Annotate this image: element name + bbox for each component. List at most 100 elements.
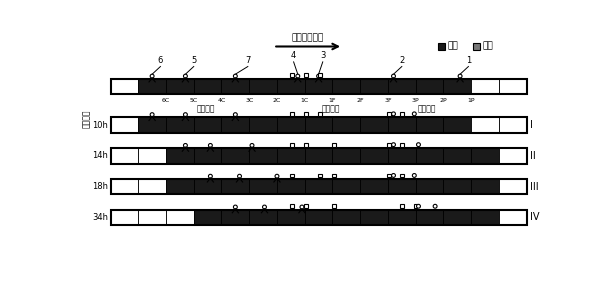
Bar	[332, 204, 336, 208]
Bar	[443, 79, 471, 94]
Bar	[304, 143, 308, 147]
Text: 5C: 5C	[189, 98, 198, 103]
Bar	[471, 179, 499, 194]
Bar	[111, 79, 139, 94]
Bar	[400, 204, 404, 208]
Text: I: I	[530, 120, 532, 130]
Bar	[221, 210, 249, 225]
Bar	[304, 112, 308, 116]
Bar	[249, 79, 277, 94]
Circle shape	[209, 174, 212, 178]
Bar	[277, 179, 305, 194]
Bar	[139, 117, 166, 133]
Text: 10h: 10h	[93, 120, 108, 130]
Text: IV: IV	[530, 212, 539, 223]
Text: 火焰移动方向: 火焰移动方向	[292, 33, 324, 42]
Bar	[249, 179, 277, 194]
Text: 1: 1	[466, 56, 471, 65]
Circle shape	[250, 143, 254, 147]
Text: 3C: 3C	[245, 98, 253, 103]
Bar	[166, 148, 194, 164]
Bar	[400, 174, 404, 178]
Bar	[387, 143, 391, 147]
Bar	[388, 117, 416, 133]
Bar	[277, 148, 305, 164]
Bar	[443, 117, 471, 133]
Circle shape	[413, 112, 416, 116]
Bar	[499, 79, 527, 94]
Text: 2P: 2P	[440, 98, 447, 103]
Circle shape	[263, 205, 266, 209]
Bar	[277, 79, 305, 94]
Bar	[318, 74, 322, 77]
Bar	[473, 43, 480, 50]
Circle shape	[209, 143, 212, 147]
Bar	[360, 210, 388, 225]
Bar	[221, 179, 249, 194]
Bar	[304, 74, 308, 77]
Bar	[471, 117, 499, 133]
Bar	[416, 148, 443, 164]
Bar	[471, 148, 499, 164]
Text: 6C: 6C	[162, 98, 170, 103]
Bar	[194, 210, 221, 225]
Bar	[400, 143, 404, 147]
Bar	[249, 210, 277, 225]
Bar	[400, 112, 404, 116]
Bar	[388, 79, 416, 94]
Text: 加热炉室: 加热炉室	[322, 104, 341, 113]
Bar	[318, 174, 322, 178]
Bar	[360, 179, 388, 194]
Text: 5: 5	[191, 56, 197, 65]
Bar	[305, 210, 333, 225]
Text: 2C: 2C	[273, 98, 281, 103]
Circle shape	[433, 204, 437, 208]
Bar	[499, 148, 527, 164]
Circle shape	[416, 204, 420, 208]
Circle shape	[234, 74, 237, 78]
Text: 预热炉室: 预热炉室	[417, 104, 436, 113]
Bar	[333, 117, 360, 133]
Bar	[305, 79, 333, 94]
Circle shape	[416, 143, 420, 147]
Circle shape	[391, 74, 396, 78]
Circle shape	[275, 174, 279, 178]
Bar	[305, 148, 333, 164]
Circle shape	[234, 205, 237, 209]
Text: 4: 4	[291, 51, 296, 60]
Bar	[360, 79, 388, 94]
Bar	[360, 148, 388, 164]
Text: 14h: 14h	[93, 151, 108, 160]
Bar	[333, 210, 360, 225]
Text: 1F: 1F	[329, 98, 336, 103]
Bar	[139, 179, 166, 194]
Bar	[388, 179, 416, 194]
Circle shape	[150, 113, 154, 116]
Text: 1C: 1C	[301, 98, 309, 103]
Bar	[439, 43, 445, 50]
Bar	[277, 117, 305, 133]
Bar	[333, 179, 360, 194]
Bar	[290, 204, 294, 208]
Bar	[387, 174, 391, 178]
Circle shape	[183, 113, 188, 116]
Bar	[333, 148, 360, 164]
Text: 34h: 34h	[92, 213, 108, 222]
Bar	[166, 210, 194, 225]
Bar	[194, 179, 221, 194]
Circle shape	[413, 174, 416, 178]
Text: 3F: 3F	[384, 98, 392, 103]
Bar	[166, 179, 194, 194]
Bar	[499, 117, 527, 133]
Text: III: III	[530, 181, 538, 192]
Text: 3: 3	[320, 51, 325, 60]
Bar	[290, 112, 294, 116]
Bar	[111, 179, 527, 194]
Circle shape	[391, 112, 396, 116]
Text: 18h: 18h	[92, 182, 108, 191]
Text: 4C: 4C	[217, 98, 226, 103]
Circle shape	[183, 74, 188, 78]
Circle shape	[296, 74, 299, 78]
Bar	[388, 148, 416, 164]
Bar	[318, 112, 322, 116]
